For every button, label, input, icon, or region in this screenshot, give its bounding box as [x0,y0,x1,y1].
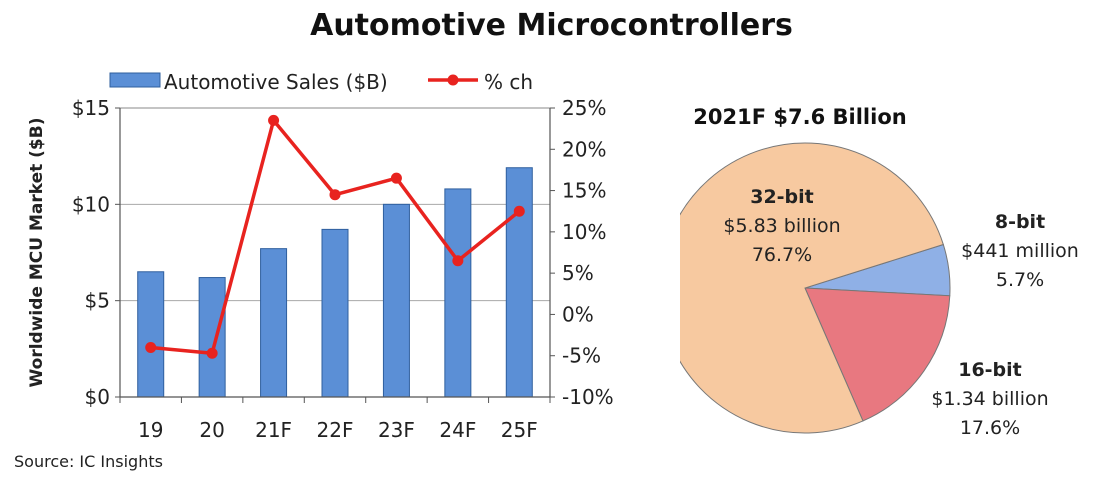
bar [382,203,410,398]
x-tick-label: 25F [501,418,538,442]
pie-slice-16-bit [804,287,951,422]
y2-tick-label: 25% [562,96,606,120]
y2-tick-label: 20% [562,137,606,161]
line-point [513,205,525,217]
y-tick-label: $10 [72,192,110,216]
y2-tick-label: 0% [562,302,594,326]
y2-tick-label: -10% [562,385,614,409]
y2-tick-label: 15% [562,179,606,203]
y2-tick-label: 10% [562,220,606,244]
x-tick-label: 21F [255,418,292,442]
y-tick-label: $5 [85,289,110,313]
line-point [390,172,402,184]
source-note: Source: IC Insights [14,452,163,471]
pie-title: 2021F $7.6 Billion [693,105,906,129]
pie-label-name: 32-bit [750,186,814,208]
bar [444,188,472,398]
y2-tick-label: 5% [562,261,594,285]
legend-label-bar: Automotive Sales ($B) [164,70,388,94]
bar [137,271,165,398]
y-tick-label: $15 [72,96,110,120]
pie-chart: 2021F $7.6 Billion 32-bit $5.83 billion 76.… [680,105,1079,439]
y-tick-label: $0 [85,385,110,409]
pie-label-amount: $5.83 billion [723,215,840,237]
x-tick-label: 20 [199,418,224,442]
pie-label-name: 16-bit [958,359,1022,381]
x-tick-label: 22F [317,418,354,442]
legend-swatch-bar [109,72,161,88]
line-point [452,255,464,267]
line-point [329,189,341,201]
pie-label-amount: $441 million [961,240,1079,262]
line-point [145,341,157,353]
x-tick-label: 24F [439,418,476,442]
y2-tick-label: -5% [562,344,601,368]
bar-line-chart: $0 $5 $10 $15 -10% -5% 0% 5% 10% 15% 20% 25% 19 20 21F… [27,70,614,442]
line-point [268,114,280,126]
bar [260,248,288,398]
y-axis-title: Worldwide MCU Market ($B) [27,118,47,388]
chart-title: Automotive Microcontrollers [310,8,793,43]
pie-label-percent: 76.7% [752,244,812,266]
pie-label-percent: 17.6% [960,417,1020,439]
line-point [206,347,218,359]
legend-label-line: % ch [484,70,533,94]
bar [198,277,226,398]
pie-slice-32-bit [680,142,944,434]
x-tick-label: 19 [138,418,163,442]
legend-marker-line [447,74,459,86]
x-tick-label: 23F [378,418,415,442]
pie-label-percent: 5.7% [996,269,1044,291]
bar [505,167,533,398]
bar [321,228,349,398]
pie-label-name: 8-bit [995,211,1045,233]
pie-label-amount: $1.34 billion [931,388,1048,410]
